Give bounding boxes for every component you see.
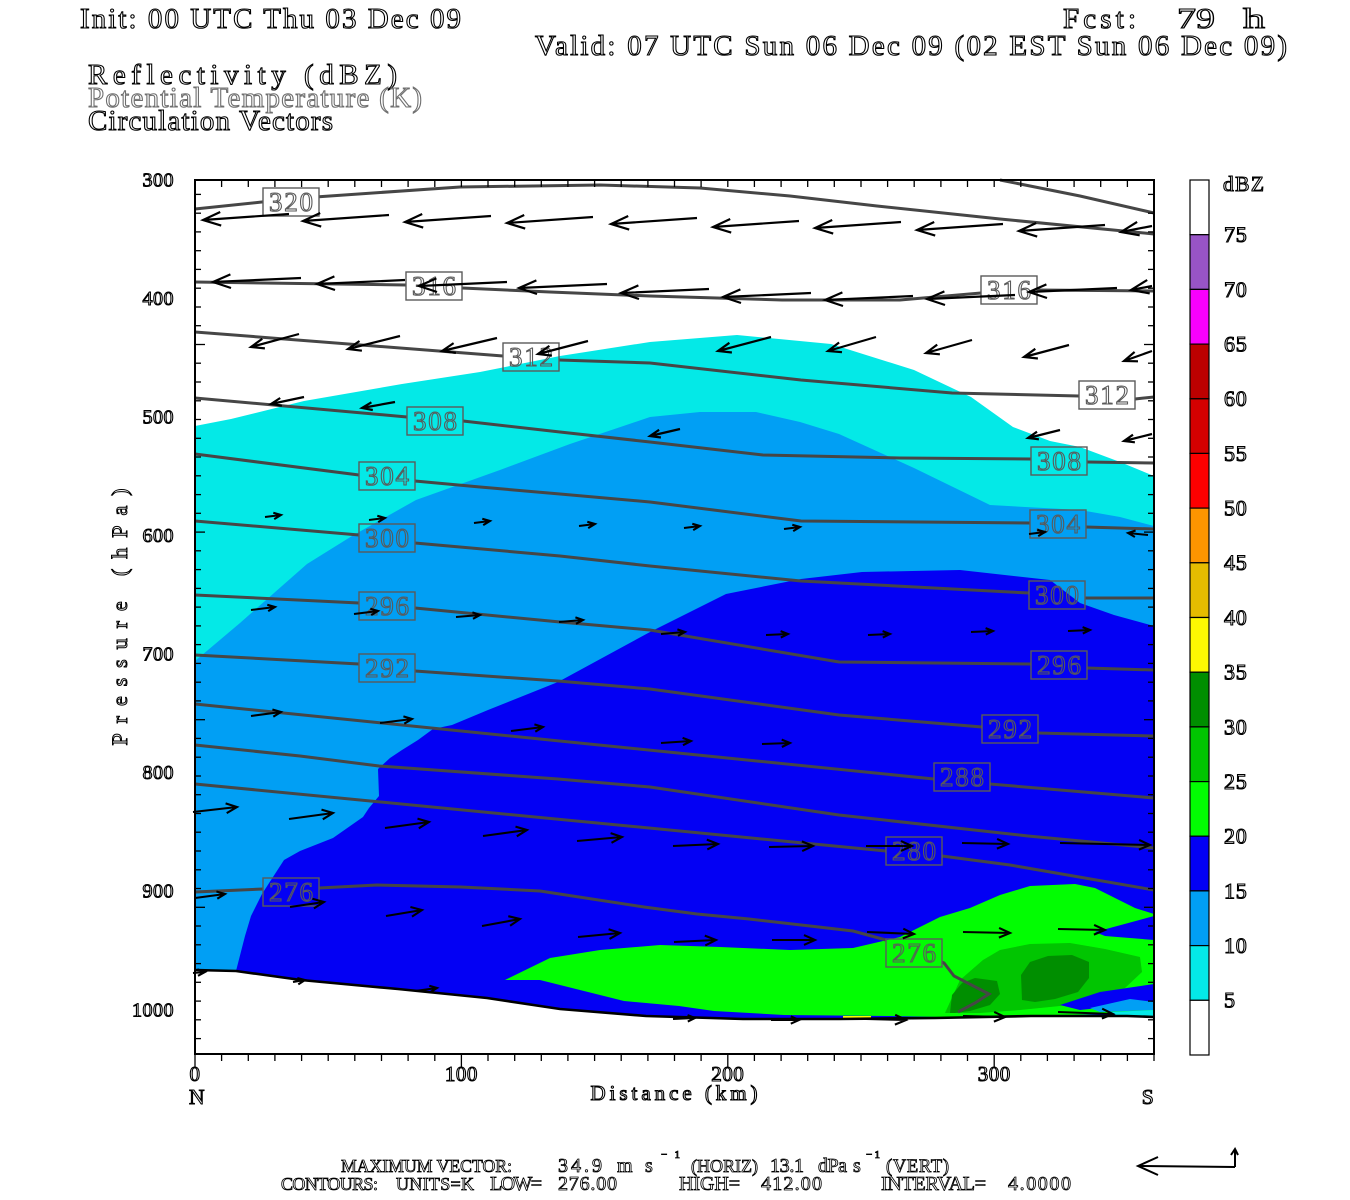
svg-text:13.1: 13.1 [770, 1155, 804, 1177]
svg-text:700: 700 [143, 644, 175, 666]
svg-text:79: 79 [1177, 3, 1215, 35]
svg-text:312: 312 [509, 342, 553, 372]
svg-text:s: s [645, 1155, 653, 1177]
svg-text:304: 304 [365, 461, 410, 491]
svg-text:200: 200 [711, 1062, 744, 1086]
svg-text:312: 312 [1085, 380, 1129, 410]
svg-text:Init: 00 UTC Thu 03 Dec 09: Init: 00 UTC Thu 03 Dec 09 [80, 3, 461, 35]
svg-text:INTERVAL=: INTERVAL= [881, 1173, 986, 1195]
svg-text:288: 288 [940, 762, 984, 792]
svg-text:s: s [853, 1155, 861, 1177]
svg-text:50: 50 [1224, 496, 1247, 521]
svg-text:70: 70 [1224, 277, 1247, 302]
svg-text:276: 276 [892, 938, 936, 968]
svg-text:h: h [1243, 3, 1266, 35]
svg-text:308: 308 [1037, 446, 1081, 476]
svg-text:Potential Temperature (K): Potential Temperature (K) [88, 82, 422, 114]
svg-text:292: 292 [365, 653, 409, 683]
svg-text:dBZ: dBZ [1223, 172, 1264, 196]
svg-text:25: 25 [1224, 769, 1247, 794]
svg-text:45: 45 [1224, 550, 1247, 575]
svg-text:MAXIMUM VECTOR:: MAXIMUM VECTOR: [341, 1156, 512, 1176]
svg-text:UNITS=K: UNITS=K [396, 1174, 474, 1194]
svg-text:CONTOURS:: CONTOURS: [281, 1174, 378, 1194]
svg-text:Valid: 07 UTC Sun 06 Dec 09 (0: Valid: 07 UTC Sun 06 Dec 09 (02 EST Sun … [535, 30, 1287, 62]
svg-text:296: 296 [1037, 650, 1081, 680]
svg-text:(HORIZ): (HORIZ) [691, 1156, 758, 1177]
svg-text:300: 300 [365, 523, 409, 553]
svg-text:300: 300 [978, 1062, 1011, 1086]
svg-text:55: 55 [1224, 441, 1247, 466]
svg-text:N: N [189, 1085, 205, 1109]
svg-text:276.00: 276.00 [558, 1173, 617, 1195]
svg-text:15: 15 [1224, 878, 1247, 903]
svg-text:4.0000: 4.0000 [1008, 1173, 1071, 1195]
svg-text:600: 600 [143, 525, 175, 547]
svg-text:HIGH=: HIGH= [679, 1173, 740, 1195]
svg-text:300: 300 [1035, 580, 1079, 610]
svg-text:320: 320 [269, 187, 313, 217]
svg-text:S: S [1142, 1085, 1154, 1109]
svg-text:60: 60 [1224, 386, 1247, 411]
svg-text:Circulation Vectors: Circulation Vectors [88, 105, 333, 137]
svg-text:276: 276 [269, 877, 313, 907]
svg-text:40: 40 [1224, 605, 1247, 630]
svg-text:10: 10 [1224, 933, 1247, 958]
svg-text:100: 100 [445, 1062, 478, 1086]
svg-text:m: m [617, 1155, 633, 1177]
svg-text:0: 0 [190, 1062, 201, 1086]
svg-text:LOW=: LOW= [490, 1173, 542, 1195]
svg-text:(VERT): (VERT) [886, 1157, 949, 1177]
svg-text:900: 900 [143, 881, 175, 903]
svg-text:300: 300 [143, 169, 175, 191]
svg-text:30: 30 [1224, 714, 1247, 739]
svg-text:dPa: dPa [818, 1155, 847, 1177]
svg-text:800: 800 [143, 762, 175, 784]
svg-text:308: 308 [413, 406, 457, 436]
svg-text:35: 35 [1224, 660, 1247, 685]
svg-text:292: 292 [988, 714, 1032, 744]
svg-text:1000: 1000 [132, 999, 174, 1021]
svg-text:500: 500 [143, 406, 175, 428]
svg-text:412.00: 412.00 [761, 1173, 822, 1195]
svg-text:20: 20 [1224, 824, 1247, 849]
svg-text:296: 296 [365, 591, 409, 621]
svg-text:5: 5 [1224, 988, 1236, 1013]
svg-text:400: 400 [143, 288, 175, 310]
svg-text:280: 280 [892, 836, 936, 866]
svg-text:65: 65 [1224, 331, 1247, 356]
svg-text:316: 316 [987, 275, 1031, 305]
svg-text:75: 75 [1224, 222, 1247, 247]
